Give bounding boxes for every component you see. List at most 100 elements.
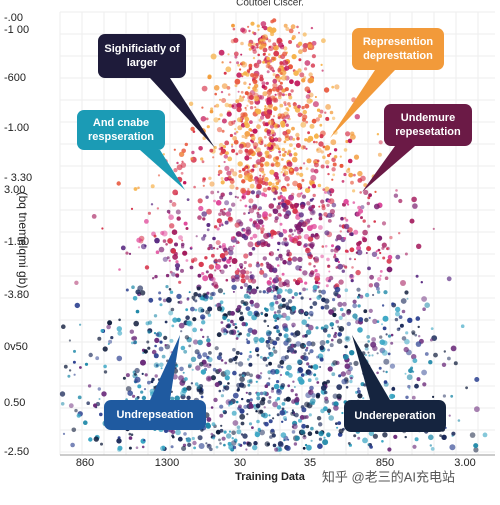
dot (260, 115, 265, 120)
dot (321, 38, 326, 44)
dot (194, 308, 198, 312)
dot (128, 436, 133, 440)
dot (234, 270, 240, 275)
dot (269, 435, 273, 439)
dot (266, 287, 272, 293)
dot (279, 61, 284, 65)
dot (277, 91, 283, 97)
dot (248, 291, 252, 295)
dot (179, 366, 184, 372)
dot (359, 294, 364, 299)
y-tick-label: -2.50 (4, 446, 29, 458)
dot (147, 380, 151, 385)
dot (241, 397, 244, 401)
y-tick-label: -3.80 (4, 289, 29, 301)
dot (263, 173, 266, 176)
dot (262, 121, 266, 125)
dot (324, 111, 327, 114)
dot (184, 335, 190, 340)
dot (162, 298, 167, 303)
dot (226, 259, 231, 264)
dot (348, 232, 352, 236)
dot (220, 394, 224, 398)
dot (379, 339, 386, 346)
dot (193, 185, 196, 189)
dot (342, 301, 347, 307)
dot (211, 291, 216, 297)
dot (278, 332, 283, 337)
dot (386, 247, 389, 250)
dot (79, 366, 82, 369)
dot (257, 219, 264, 225)
dot (367, 266, 371, 271)
dot (343, 354, 349, 360)
dot (288, 135, 294, 141)
dot (228, 256, 232, 261)
dot (134, 376, 141, 383)
dot (290, 89, 294, 93)
dot (176, 293, 182, 300)
dot (231, 278, 236, 283)
dot (141, 445, 145, 449)
dot (293, 229, 297, 232)
dot (428, 360, 433, 365)
dot (378, 140, 383, 145)
dot (210, 277, 216, 282)
dot (270, 428, 275, 433)
dot (350, 180, 354, 185)
dot (182, 371, 185, 374)
dot (248, 29, 251, 33)
dot (301, 194, 307, 199)
dot (298, 31, 300, 34)
dot (284, 189, 288, 192)
dot (73, 349, 76, 353)
dot (373, 203, 380, 210)
dot (202, 217, 206, 221)
dot (351, 266, 354, 269)
dot (329, 110, 334, 115)
dot (304, 443, 308, 447)
dot (176, 216, 181, 221)
dot (301, 407, 307, 413)
dot (242, 112, 248, 117)
dot (116, 326, 123, 332)
dot (268, 213, 272, 217)
dot (198, 146, 203, 151)
dot (368, 430, 375, 437)
dot (310, 233, 315, 238)
dot (354, 258, 356, 261)
dot (294, 393, 298, 397)
dot (272, 42, 277, 47)
dot (345, 139, 349, 144)
dot (264, 161, 270, 167)
dot (287, 288, 293, 294)
dot (323, 87, 330, 93)
dot (258, 337, 265, 343)
dot (246, 291, 249, 294)
dot (307, 431, 313, 437)
dot (260, 163, 264, 168)
dot (310, 439, 313, 442)
dot (224, 102, 230, 108)
dot (341, 269, 345, 273)
dot (451, 431, 456, 436)
dot (301, 423, 306, 429)
dot (203, 177, 206, 181)
dot (218, 142, 224, 148)
dot (318, 114, 323, 118)
dot (271, 60, 274, 63)
dot (256, 124, 261, 130)
dot (191, 368, 194, 371)
dot (100, 442, 103, 446)
dot (277, 195, 282, 200)
dot (331, 157, 336, 163)
dot (327, 199, 331, 203)
dot (117, 330, 123, 336)
dot (280, 374, 282, 376)
dot (266, 280, 272, 285)
dot (306, 158, 312, 164)
dot (226, 170, 232, 176)
dot (291, 256, 298, 262)
dot (407, 317, 413, 323)
dot (357, 436, 361, 440)
